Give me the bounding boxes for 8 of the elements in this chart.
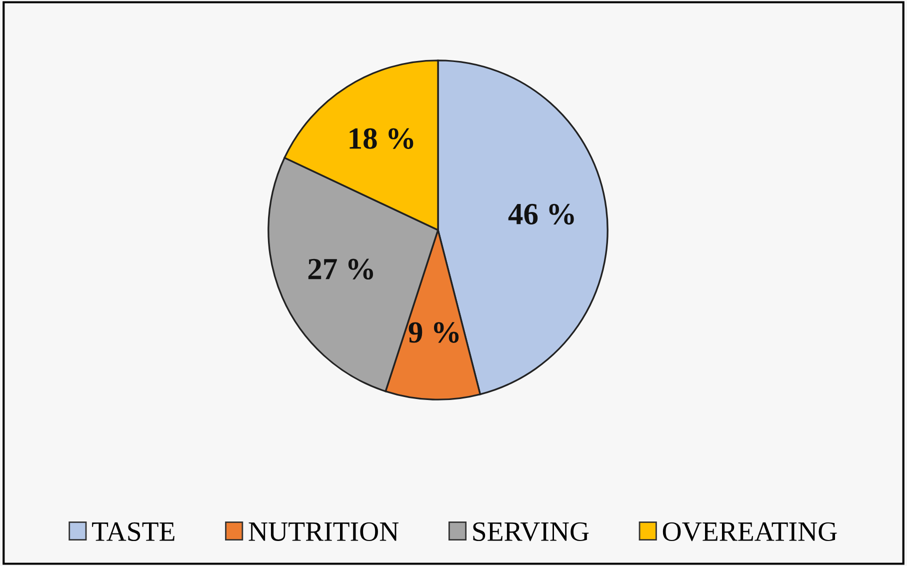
data-label: 46 % bbox=[508, 204, 574, 225]
legend-label: TASTE bbox=[92, 522, 174, 542]
legend-label: NUTRITION bbox=[248, 522, 399, 542]
data-label: 27 % bbox=[308, 258, 374, 280]
legend-label: OVEREATING bbox=[662, 522, 837, 542]
data-label: 9 % bbox=[408, 322, 459, 343]
data-label: 18 % bbox=[350, 128, 414, 149]
legend-label: SERVING bbox=[473, 522, 589, 542]
